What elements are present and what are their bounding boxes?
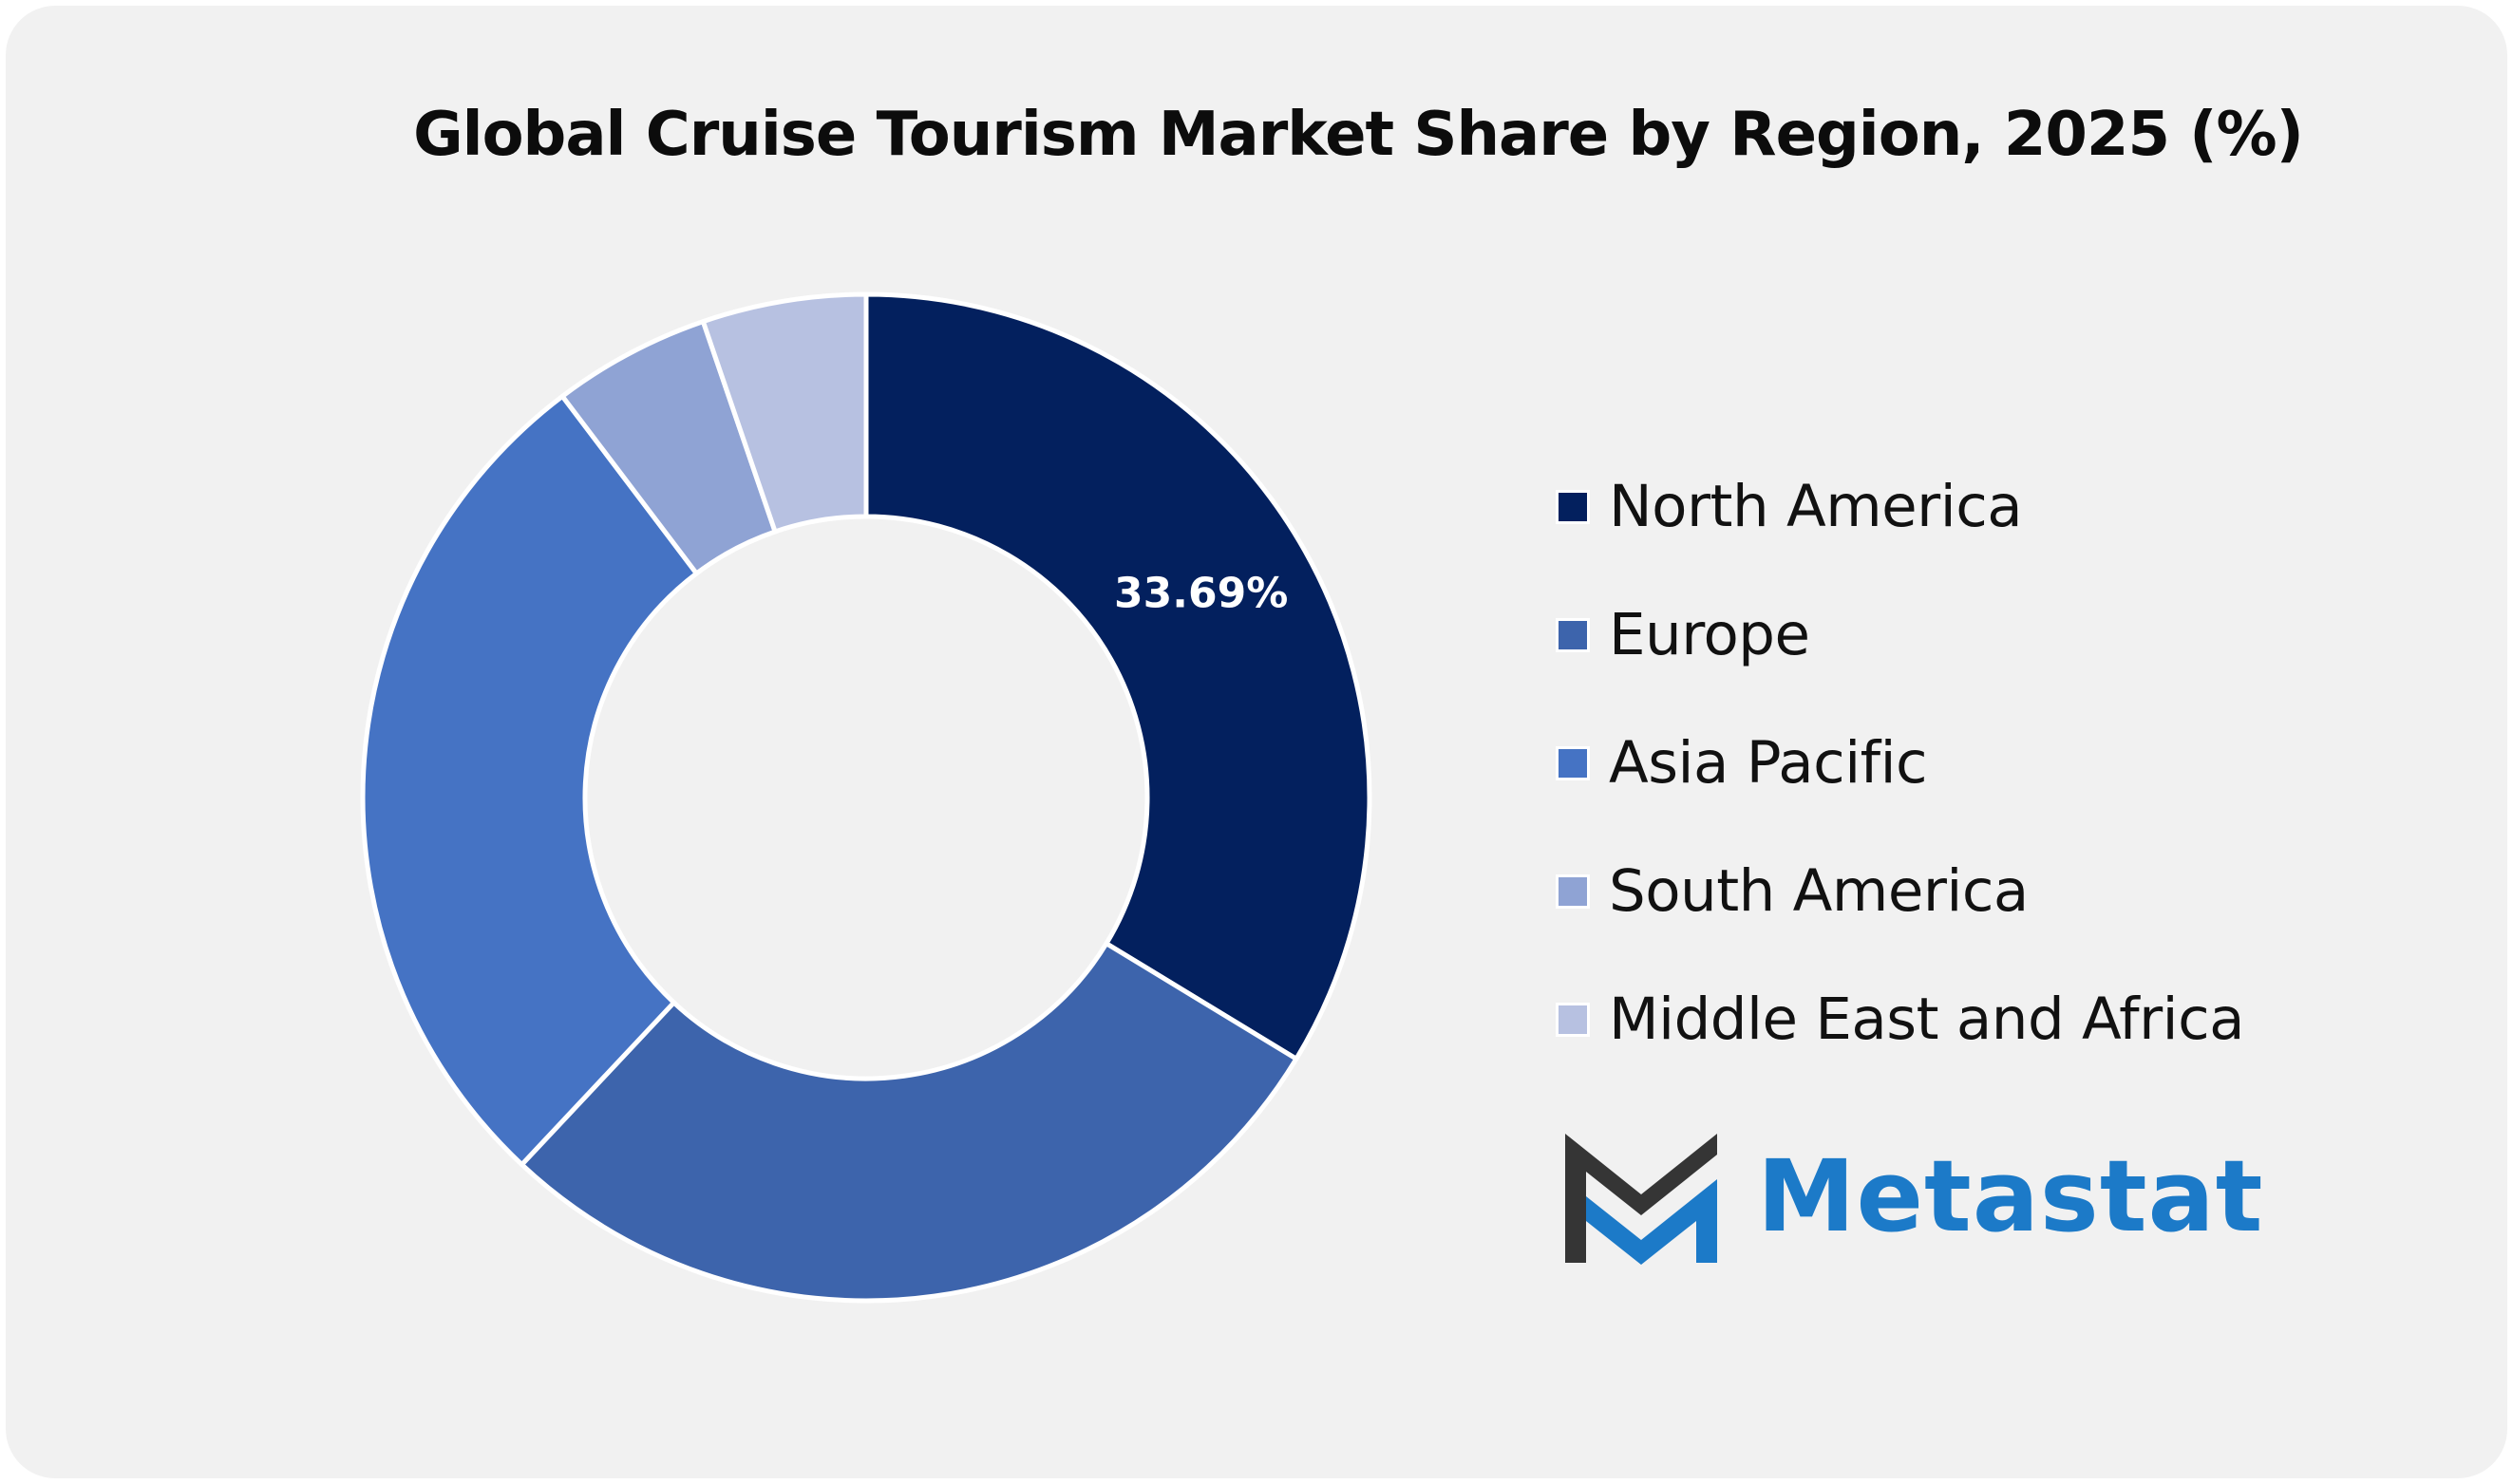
legend-label-europe: Europe [1609,601,1810,668]
legend-label-middle-east-and-africa: Middle East and Africa [1609,986,2245,1053]
legend-label-asia-pacific: Asia Pacific [1609,729,1928,797]
legend-label-south-america: South America [1609,857,2029,925]
legend-swatch-europe [1556,617,1590,652]
data-label-north-america: 33.69% [1114,570,1288,618]
legend-item-middle-east-and-africa: Middle East and Africa [1556,955,2245,1083]
chart-legend: North America Europe Asia Pacific South … [1556,442,2245,1083]
metastat-logo-text: Metastat [1757,1138,2264,1254]
legend-item-south-america: South America [1556,827,2244,955]
legend-swatch-asia-pacific [1556,745,1590,780]
legend-item-europe: Europe [1556,571,2244,699]
donut-slices [360,291,1372,1304]
chart-title: Global Cruise Tourism Market Share by Re… [413,100,2304,170]
legend-swatch-middle-east-and-africa [1556,1002,1590,1037]
donut-slice-north-america [863,291,1372,1061]
metastat-logo: Metastat [1558,1126,2264,1278]
legend-swatch-south-america [1556,873,1590,909]
legend-label-north-america: North America [1609,473,2023,540]
donut-slice-middle-east-and-africa [700,291,869,535]
donut-data-labels: 33.69% [1114,570,1288,618]
legend-swatch-north-america [1556,489,1590,524]
metastat-logo-icon [1565,1134,1717,1265]
legend-item-asia-pacific: Asia Pacific [1556,699,2244,827]
donut-slice-asia-pacific [360,393,699,1168]
legend-item-north-america: North America [1556,442,2244,571]
donut-slice-europe [519,941,1299,1304]
